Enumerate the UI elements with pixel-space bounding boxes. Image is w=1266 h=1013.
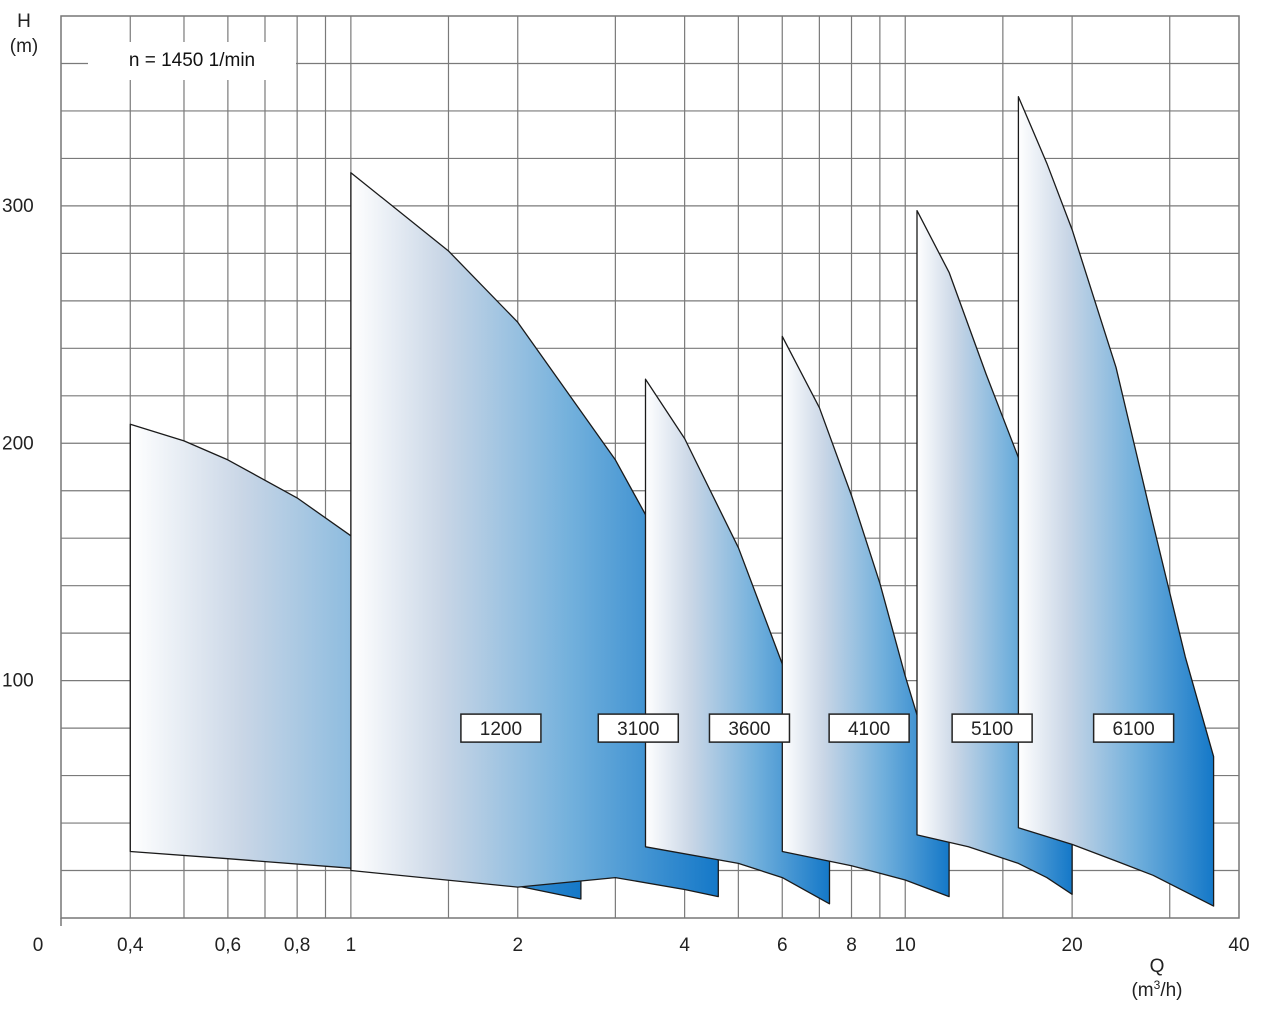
series-label-6100: 6100 [1092,713,1175,743]
series-labels: 1200 3100 3600 4100 5100 6100 [460,713,1175,743]
series-group [129,96,1215,907]
series-area-6100 [1017,96,1215,907]
x-tick-label: 2 [512,935,523,956]
x-axis-unit: (m3/h) [1131,978,1182,1001]
series-label-text: 6100 [1112,719,1154,740]
tick-labels: 100 200 300 0 0,4 0,6 0,8 1 2 4 6 8 10 20 40 [2,196,1250,956]
x-tick-label: 0,6 [215,935,241,956]
x-tick-label: 0,8 [284,935,310,956]
series-label-3600: 3600 [708,713,791,743]
y-tick-label: 100 [2,671,34,692]
x-tick-label: 1 [346,935,357,956]
x-tick-label: 6 [777,935,788,956]
y-axis-title: H [17,11,31,32]
plot-frame [60,15,1240,919]
series-label-text: 3600 [728,719,770,740]
x-tick-label: 40 [1228,935,1249,956]
series-label-5100: 5100 [951,713,1033,743]
series-label-text: 1200 [480,719,522,740]
series-label-text: 5100 [971,719,1013,740]
y-tick-label: 200 [2,433,34,454]
x-tick-label: 8 [846,935,857,956]
series-label-3100: 3100 [597,713,680,743]
y-tick-label: 300 [2,196,34,217]
x-tick-label: 20 [1062,935,1083,956]
x-tick-label: 0 [33,935,44,956]
series-label-4100: 4100 [828,713,910,743]
series-label-text: 3100 [617,719,659,740]
speed-note: n = 1450 1/min [88,42,296,80]
x-tick-label: 4 [679,935,690,956]
series-label-1200: 1200 [460,713,542,743]
y-axis-unit: (m) [10,36,38,57]
x-tick-label: 0,4 [117,935,144,956]
x-tick-label: 10 [895,935,916,956]
x-axis-title: Q [1150,956,1165,977]
series-label-text: 4100 [848,719,890,740]
